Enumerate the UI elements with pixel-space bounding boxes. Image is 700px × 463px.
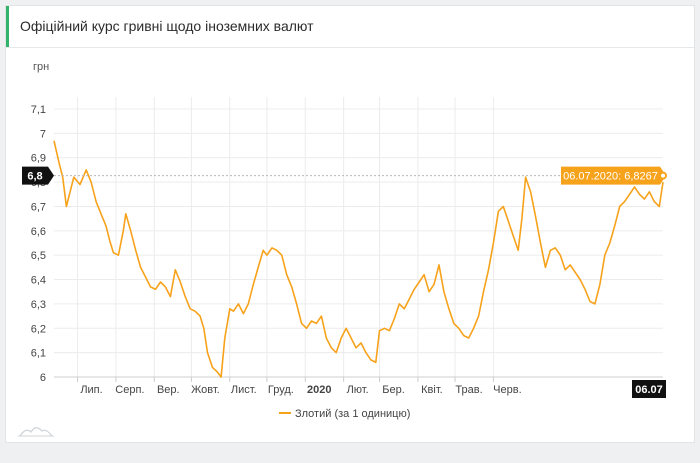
y-axis: грн 66,16,26,36,46,56,66,76,86,977,1 bbox=[31, 61, 50, 384]
x-tick-label: Серп. bbox=[115, 384, 144, 396]
crosshair-value-badge-bg bbox=[22, 166, 54, 185]
y-tick-label: 6,4 bbox=[31, 275, 46, 287]
crosshair-date-badge-bg bbox=[632, 380, 666, 398]
y-tick-label: 6,1 bbox=[31, 348, 46, 360]
x-tick-label: Бер. bbox=[382, 384, 405, 396]
watermark-icon bbox=[18, 427, 54, 437]
y-tick-label: 6,6 bbox=[31, 226, 46, 238]
x-axis: Лип. Серп. Вер. Жовт. Лист. Груд. 2020 Лют. Бер.… bbox=[54, 376, 663, 396]
x-tick-label: Лист. bbox=[231, 384, 257, 396]
y-tick-label: 6,5 bbox=[31, 250, 46, 262]
x-tick-label: Лют. bbox=[347, 384, 369, 396]
card-title: Офіційний курс гривні щодо іноземних вал… bbox=[20, 18, 314, 34]
tooltip-text: 06.07.2020: 6,8267 bbox=[563, 171, 658, 183]
tooltip: 06.07.2020: 6,8267 bbox=[561, 166, 666, 185]
crosshair-value-badge: 6,8 bbox=[22, 166, 54, 185]
crosshair: 6,8 06.07.2020: 6,8267 06.07 bbox=[22, 166, 667, 398]
crosshair-date-label: 06.07 bbox=[635, 384, 663, 396]
y-tick-label: 6 bbox=[40, 372, 46, 384]
y-tick-label: 6,3 bbox=[31, 299, 46, 311]
x-tick-label: Трав. bbox=[455, 384, 482, 396]
y-tick-label: 6,7 bbox=[31, 201, 46, 213]
x-tick-label: Вер. bbox=[157, 384, 180, 396]
y-tick-label: 7,1 bbox=[31, 104, 46, 116]
x-tick-label: Жовт. bbox=[191, 384, 220, 396]
crosshair-date-badge: 06.07 bbox=[632, 380, 666, 398]
series-layer bbox=[53, 140, 664, 378]
y-tick-label: 7 bbox=[40, 128, 46, 140]
x-tick-label: 2020 bbox=[307, 384, 331, 396]
legend[interactable]: Злотий (за 1 одиницю) bbox=[279, 408, 410, 420]
x-tick-label: Черв. bbox=[493, 384, 521, 396]
tooltip-bg bbox=[561, 166, 666, 185]
rates-card: Офіційний курс гривні щодо іноземних вал… bbox=[5, 5, 695, 443]
y-tick-label: 6,9 bbox=[31, 153, 46, 165]
y-axis-label: грн bbox=[33, 61, 49, 73]
hover-point[interactable] bbox=[659, 171, 667, 180]
crosshair-value-label: 6,8 bbox=[27, 171, 42, 183]
x-tick-label: Груд. bbox=[268, 384, 294, 396]
chart-grid bbox=[54, 97, 663, 378]
legend-label[interactable]: Злотий (за 1 одиницю) bbox=[295, 408, 410, 420]
card-header: Офіційний курс гривні щодо іноземних вал… bbox=[6, 6, 694, 48]
y-tick-label: 6,2 bbox=[31, 323, 46, 335]
x-tick-label: Лип. bbox=[80, 384, 102, 396]
series-line-zloty[interactable] bbox=[53, 140, 664, 378]
x-tick-label: Квіт. bbox=[421, 384, 443, 396]
header-accent bbox=[6, 6, 9, 47]
